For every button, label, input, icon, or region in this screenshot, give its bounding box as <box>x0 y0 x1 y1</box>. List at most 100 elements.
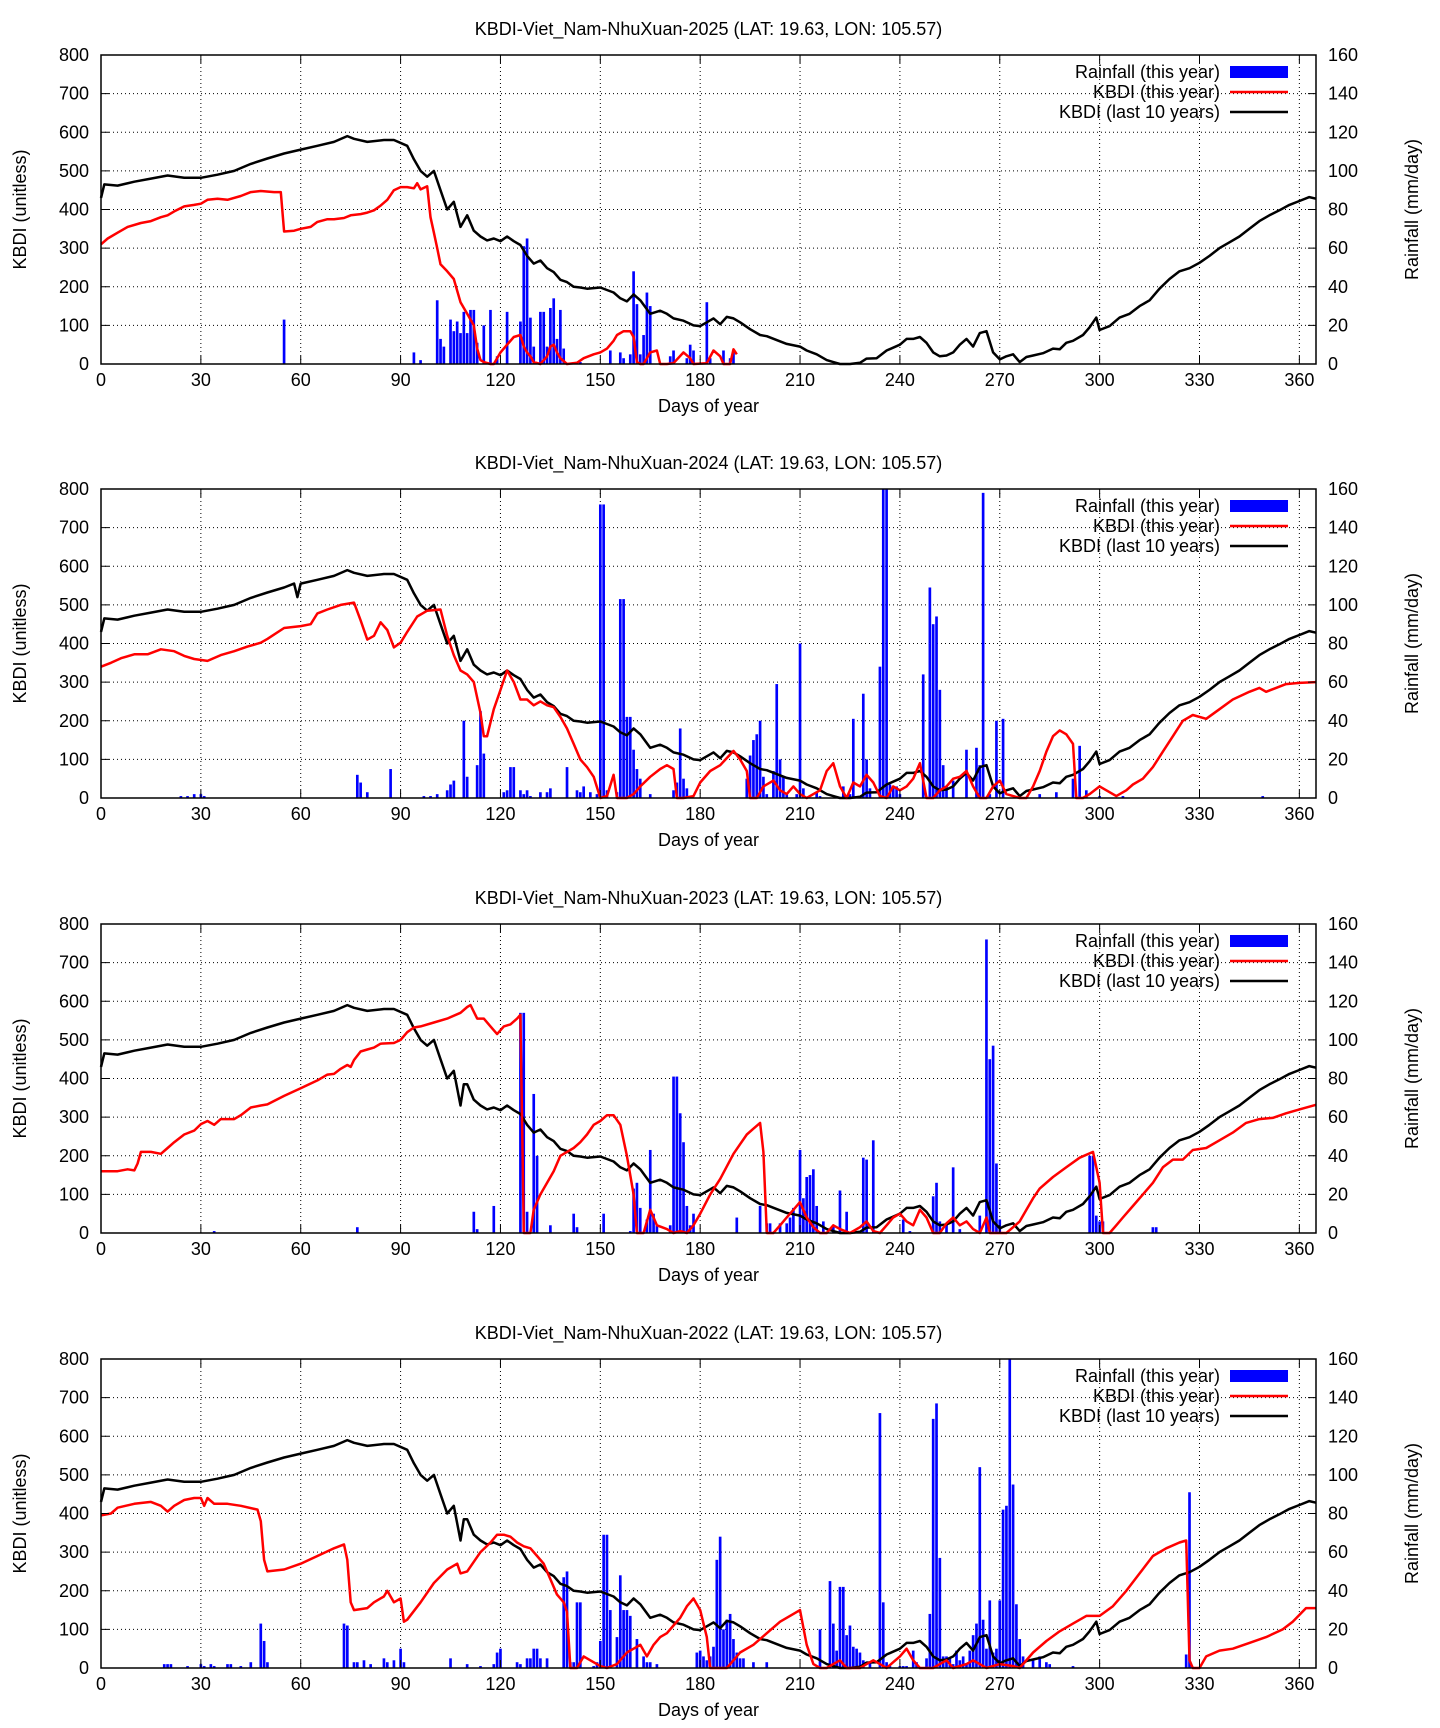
rain-bar <box>572 1213 576 1233</box>
rain-bar <box>998 1600 1002 1668</box>
rain-bar <box>748 755 752 798</box>
x-tick-label: 90 <box>391 1674 411 1694</box>
y-axis-right: 0 20 40 60 80 100 120 140 160 Rainfall (mm/day) <box>1308 45 1422 374</box>
rain-bar <box>539 792 542 798</box>
rain-bar <box>905 1666 908 1668</box>
y-right-tick-label: 140 <box>1328 518 1358 538</box>
rain-bar <box>212 1231 216 1233</box>
y-left-tick-label: 100 <box>59 1184 89 1204</box>
y-right-tick-label: 60 <box>1328 238 1348 258</box>
y-right-tick-label: 160 <box>1328 914 1358 934</box>
y-left-tick-label: 200 <box>59 1581 89 1601</box>
kbdi-last-10-years-line <box>99 568 1317 800</box>
rain-bar <box>672 1076 675 1233</box>
rain-bar <box>422 796 426 798</box>
rain-bar <box>519 790 522 798</box>
rain-bar <box>1048 1664 1052 1668</box>
rain-bar <box>479 1666 482 1668</box>
x-tick-label: 330 <box>1184 1674 1214 1694</box>
rain-bar <box>509 767 512 798</box>
rain-bar <box>186 796 189 798</box>
rain-bar <box>928 587 932 798</box>
rain-bar <box>602 504 605 798</box>
rain-bar <box>562 348 566 364</box>
rain-bar <box>988 794 992 798</box>
y-left-tick-label: 400 <box>59 634 89 654</box>
y-left-tick-label: 500 <box>59 1465 89 1485</box>
rain-bar <box>452 780 456 798</box>
rain-bar <box>838 1190 842 1233</box>
rain-bar <box>995 1163 998 1233</box>
y-left-tick-label: 800 <box>59 45 89 65</box>
rain-bar <box>782 776 785 798</box>
rain-bar <box>945 1223 948 1233</box>
rain-bar <box>1018 1639 1022 1668</box>
x-tick-label: 30 <box>191 1674 211 1694</box>
rain-bar <box>921 674 925 798</box>
rain-bar <box>878 1413 882 1668</box>
y-left-tick-label: 600 <box>59 122 89 142</box>
rain-bar <box>988 1600 992 1668</box>
y-right-axis-label: Rainfall (mm/day) <box>1402 139 1422 280</box>
y-right-tick-label: 100 <box>1328 1465 1358 1485</box>
rain-bar <box>645 292 649 364</box>
y-left-axis-label: KBDI (unitless) <box>10 149 30 269</box>
y-right-tick-label: 100 <box>1328 1030 1358 1050</box>
x-tick-label: 120 <box>485 1239 515 1259</box>
x-tick-label: 270 <box>985 1239 1015 1259</box>
legend-label-kbdi-this-year: KBDI (this year) <box>1093 82 1220 102</box>
y-left-tick-label: 800 <box>59 479 89 499</box>
rain-bar <box>725 1619 729 1668</box>
rain-bar <box>931 624 935 798</box>
x-tick-label: 240 <box>885 370 915 390</box>
rain-bar <box>635 1639 639 1668</box>
rain-bar <box>732 1639 735 1668</box>
rain-bar <box>808 1175 812 1233</box>
legend-swatch-rainfall <box>1230 500 1288 512</box>
rain-bar <box>745 778 749 798</box>
rain-bar <box>735 1217 739 1233</box>
y-left-tick-label: 400 <box>59 1504 89 1524</box>
rain-bar <box>462 311 466 364</box>
rain-bar <box>472 309 476 364</box>
rain-bar <box>995 720 998 798</box>
legend: Rainfall (this year)KBDI (this year)KBDI… <box>1059 931 1288 991</box>
x-tick-label: 180 <box>685 1239 715 1259</box>
chart-panel-2: KBDI-Viet_Nam-NhuXuan-2024 (LAT: 19.63, … <box>10 453 1422 850</box>
x-tick-label: 0 <box>96 1239 106 1259</box>
rain-bar <box>861 1157 865 1233</box>
y-left-tick-label: 600 <box>59 556 89 576</box>
y-left-tick-label: 0 <box>79 1223 89 1243</box>
y-right-tick-label: 40 <box>1328 277 1348 297</box>
rain-bar <box>635 304 639 364</box>
rain-bar <box>549 1225 552 1233</box>
rain-bar <box>162 1664 166 1668</box>
rain-bar <box>705 302 709 364</box>
rain-bar <box>818 1629 822 1668</box>
rain-bar <box>1094 1215 1098 1233</box>
rain-bar <box>529 317 532 364</box>
y-right-axis-label: Rainfall (mm/day) <box>1402 1008 1422 1149</box>
rain-bar <box>648 1662 652 1668</box>
rain-bar <box>365 792 369 798</box>
rain-bar <box>259 1623 263 1668</box>
rain-bar <box>652 1213 655 1233</box>
rain-bar <box>622 1610 625 1668</box>
rain-bar <box>186 1666 189 1668</box>
y-right-tick-label: 0 <box>1328 354 1338 374</box>
rain-bar <box>459 333 462 364</box>
rain-bar <box>435 300 439 364</box>
y-left-tick-label: 700 <box>59 518 89 538</box>
rain-bar <box>1008 1359 1012 1668</box>
rain-bar <box>702 1656 705 1668</box>
rain-bar <box>602 1534 605 1668</box>
grid <box>101 1359 1316 1668</box>
x-tick-label: 90 <box>391 370 411 390</box>
x-tick-label: 300 <box>1085 370 1115 390</box>
rain-bar <box>515 1662 519 1668</box>
rain-bar <box>382 1658 386 1668</box>
legend-label-kbdi-last-10-years: KBDI (last 10 years) <box>1059 102 1220 122</box>
y-right-tick-label: 80 <box>1328 1069 1348 1089</box>
rain-bar <box>605 1534 609 1668</box>
